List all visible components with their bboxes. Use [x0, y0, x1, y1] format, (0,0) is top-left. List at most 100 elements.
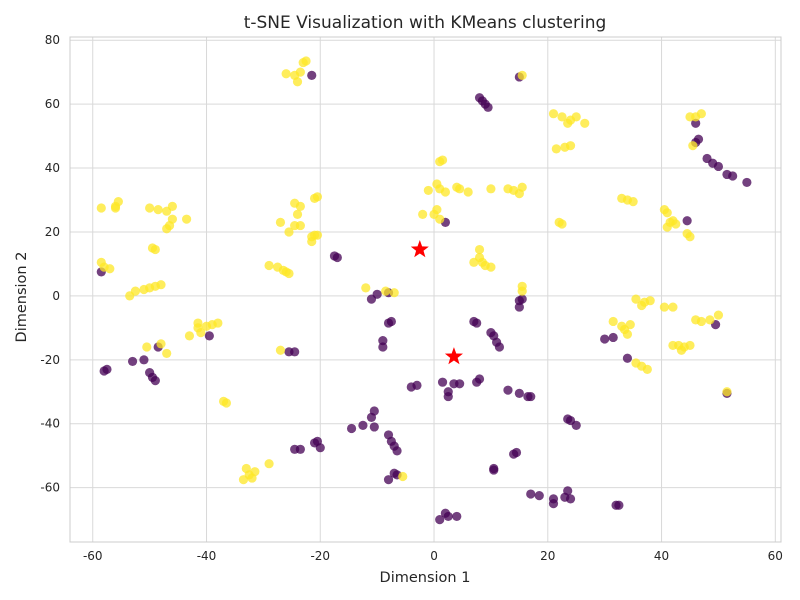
x-tick-label: 20: [540, 549, 555, 563]
cluster-1-point: [628, 197, 638, 207]
cluster-0-point: [204, 331, 214, 341]
y-tick-label: -60: [40, 481, 60, 495]
cluster-1-point: [696, 316, 706, 327]
cluster-0-point: [742, 177, 752, 188]
cluster-0-point: [443, 391, 453, 402]
cluster-1-point: [284, 268, 294, 279]
cluster-1-point: [423, 185, 433, 196]
cluster-0-point: [307, 70, 317, 80]
cluster-0-point: [437, 377, 448, 387]
cluster-1-point: [571, 112, 581, 122]
cluster-0-point: [474, 374, 485, 384]
cluster-0-point: [452, 511, 462, 522]
cluster-1-point: [221, 398, 232, 408]
cluster-1-point: [213, 318, 223, 328]
cluster-1-point: [580, 118, 590, 128]
cluster-0-point: [378, 342, 388, 352]
y-tick-label: -40: [40, 417, 60, 431]
y-tick-label: 80: [45, 33, 60, 47]
cluster-0-point: [494, 342, 505, 352]
cluster-0-point: [713, 161, 724, 172]
cluster-0-point: [503, 385, 513, 395]
cluster-1-point: [145, 203, 155, 213]
cluster-0-point: [378, 336, 388, 346]
cluster-0-point: [489, 465, 499, 475]
cluster-1-point: [688, 141, 698, 151]
cluster-0-point: [139, 355, 149, 365]
cluster-1-point: [557, 219, 567, 229]
cluster-0-point: [693, 134, 704, 144]
cluster-0-point: [600, 334, 610, 344]
cluster-1-point: [668, 302, 678, 312]
cluster-centroids: [410, 240, 463, 365]
cluster-1-point: [196, 328, 206, 338]
cluster-1-point: [182, 214, 192, 224]
y-tick-label: 40: [45, 161, 60, 175]
cluster-1-point: [295, 220, 305, 231]
cluster-0-point: [514, 388, 524, 398]
cluster-1-point: [713, 310, 724, 320]
y-axis-ticks: -60 -40 -20 0 20 40 60 80: [40, 33, 60, 494]
cluster-0-point: [563, 486, 573, 496]
cluster-1-point: [662, 208, 672, 218]
cluster-1-point: [292, 77, 303, 87]
cluster-1-point: [238, 475, 249, 485]
cluster-1-point: [130, 286, 141, 296]
y-axis-label: Dimension 2: [14, 252, 30, 343]
cluster-1-point: [463, 187, 473, 197]
cluster-0-point: [443, 511, 453, 522]
scatter-points: [96, 56, 752, 525]
centroid-star-marker: [444, 347, 463, 365]
cluster-1-point: [642, 364, 652, 375]
cluster-1-point: [486, 262, 496, 272]
cluster-0-point: [372, 289, 382, 299]
x-tick-label: 60: [768, 549, 783, 563]
cluster-1-point: [418, 209, 428, 219]
cluster-1-point: [432, 204, 442, 215]
chart-title: t-SNE Visualization with KMeans clusteri…: [244, 13, 607, 33]
cluster-0-point: [514, 302, 524, 312]
cluster-0-point: [548, 499, 559, 509]
cluster-1-point: [685, 232, 695, 242]
cluster-1-point: [381, 286, 391, 296]
cluster-1-point: [275, 345, 286, 355]
cluster-1-point: [312, 230, 323, 240]
cluster-0-point: [517, 294, 527, 304]
cluster-1-point: [184, 331, 195, 341]
cluster-1-point: [551, 144, 561, 154]
cluster-0-point: [369, 422, 379, 432]
x-tick-label: -20: [310, 549, 330, 563]
cluster-1-point: [517, 286, 527, 296]
cluster-0-point: [369, 406, 379, 416]
cluster-1-point: [625, 320, 635, 330]
cluster-1-point: [284, 227, 294, 237]
cluster-1-point: [96, 203, 106, 213]
cluster-0-point: [315, 443, 325, 453]
cluster-1-point: [474, 244, 485, 255]
cluster-0-point: [346, 423, 357, 434]
cluster-0-point: [472, 318, 482, 328]
cluster-1-point: [295, 201, 305, 211]
cluster-0-point: [511, 447, 522, 458]
cluster-1-point: [162, 224, 172, 234]
cluster-1-point: [645, 296, 655, 306]
x-tick-label: 40: [654, 549, 669, 563]
cluster-1-point: [105, 264, 115, 274]
cluster-1-point: [440, 187, 451, 197]
y-tick-label: 20: [45, 225, 60, 239]
cluster-0-point: [526, 489, 536, 499]
cluster-1-point: [142, 342, 152, 352]
cluster-0-point: [386, 316, 396, 327]
cluster-0-point: [295, 444, 305, 454]
cluster-1-point: [631, 294, 641, 304]
cluster-1-point: [671, 219, 681, 229]
cluster-0-point: [127, 356, 138, 367]
centroid-star-marker: [410, 240, 429, 258]
cluster-0-point: [682, 216, 692, 226]
cluster-0-point: [412, 380, 422, 390]
plot-frame: [69, 36, 782, 543]
cluster-0-point: [622, 353, 633, 363]
cluster-1-point: [301, 56, 311, 66]
cluster-1-point: [622, 329, 633, 339]
